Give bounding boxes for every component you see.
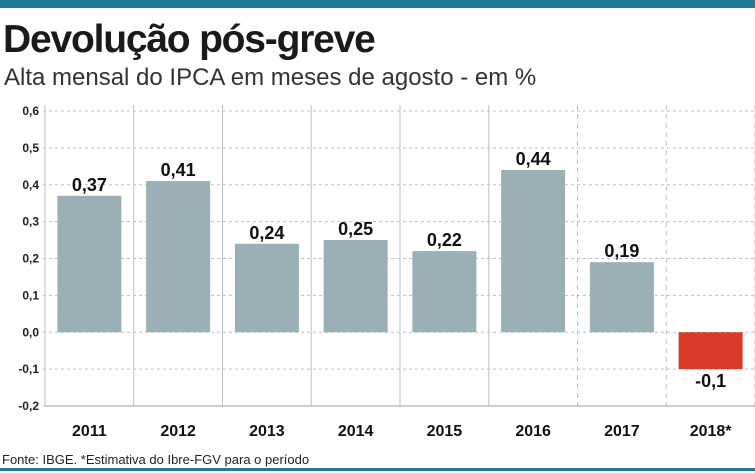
value-labels: 0,37 0,41 0,24 0,25 0,22 0,44 0,19 -0,1 xyxy=(72,149,726,391)
value-label: 0,41 xyxy=(161,160,196,180)
x-tick-label: 2011 xyxy=(72,423,107,440)
bar-2013 xyxy=(234,243,299,333)
x-tick-label: 2016 xyxy=(515,423,551,440)
x-tick-label: 2017 xyxy=(604,423,640,440)
bar-2016 xyxy=(501,170,566,333)
y-tick-label: -0,1 xyxy=(18,362,39,376)
grid-layer xyxy=(43,105,755,407)
x-tick-label: 2014 xyxy=(338,423,374,440)
bar-2015 xyxy=(412,251,477,333)
y-tick-label: 0,0 xyxy=(22,325,39,339)
value-label: -0,1 xyxy=(695,371,726,391)
value-label: 0,37 xyxy=(72,175,107,195)
bar-2011 xyxy=(57,195,122,333)
chart-title: Devolução pós-greve xyxy=(3,18,376,61)
chart-subtitle: Alta mensal do IPCA em meses de agosto -… xyxy=(4,64,537,91)
x-tick-label: 2012 xyxy=(160,423,196,440)
value-label: 0,25 xyxy=(338,219,373,239)
y-tick-label: 0,2 xyxy=(22,252,39,266)
bar-2012 xyxy=(146,181,211,333)
y-tick-label: 0,3 xyxy=(22,215,39,229)
bars xyxy=(57,170,743,370)
y-tick-label: 0,5 xyxy=(22,141,39,155)
bar-chart: 0,60,50,40,30,20,10,0-0,1-0,2 0,370,410,… xyxy=(18,104,755,440)
value-label: 0,44 xyxy=(516,149,551,169)
value-label: 0,24 xyxy=(249,223,284,243)
bar-2014 xyxy=(323,240,388,333)
bar-2018 xyxy=(678,332,743,370)
y-tick-label: 0,6 xyxy=(22,104,39,118)
y-axis-ticks: 0,6 0,5 0,4 0,3 0,2 0,1 0,0 -0,1 -0,2 xyxy=(18,104,39,413)
value-label: 0,22 xyxy=(427,230,462,250)
x-tick-label: 2018* xyxy=(690,423,733,440)
top-accent-bar xyxy=(0,0,755,8)
x-tick-label: 2015 xyxy=(427,423,463,440)
y-tick-label: -0,2 xyxy=(18,399,39,413)
source-note: Fonte: IBGE. *Estimativa do Ibre-FGV par… xyxy=(2,452,310,467)
bottom-accent-bar xyxy=(0,468,755,471)
value-label: 0,19 xyxy=(604,241,639,261)
y-tick-label: 0,1 xyxy=(22,288,39,302)
bar-2017 xyxy=(589,262,654,333)
y-tick-label: 0,4 xyxy=(22,178,39,192)
x-tick-label: 2013 xyxy=(249,423,285,440)
x-axis-ticks: 2011 2012 2013 2014 2015 2016 2017 2018* xyxy=(72,423,732,440)
